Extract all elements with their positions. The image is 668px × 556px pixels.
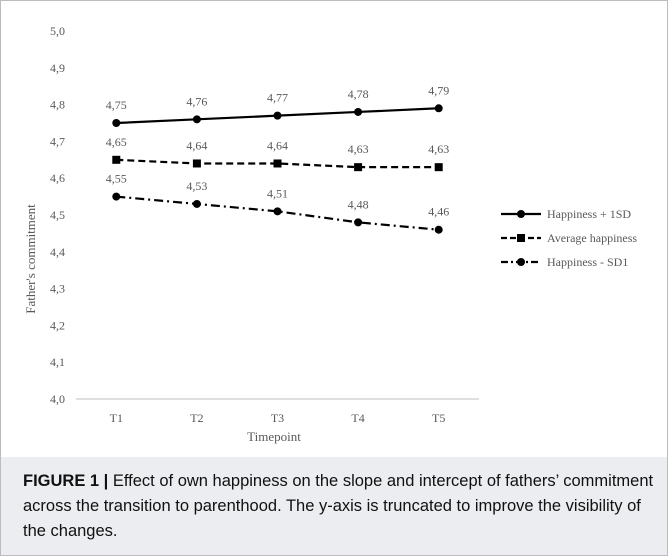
data-point xyxy=(112,119,121,127)
y-tick-label: 4,6 xyxy=(50,171,65,185)
data-point xyxy=(273,111,282,120)
data-point xyxy=(112,155,121,164)
data-label: 4,77 xyxy=(267,91,288,105)
legend-marker xyxy=(517,210,525,218)
data-label: 4,63 xyxy=(348,142,369,156)
y-tick-label: 4,9 xyxy=(50,61,65,75)
data-label: 4,75 xyxy=(106,98,127,112)
y-tick-label: 4,1 xyxy=(50,355,65,369)
data-point xyxy=(112,192,121,201)
legend-marker xyxy=(517,258,525,266)
data-point xyxy=(434,225,443,234)
data-label: 4,51 xyxy=(267,186,288,200)
figure-caption: FIGURE 1 | Effect of own happiness on th… xyxy=(23,469,655,544)
x-axis-label: Timepoint xyxy=(247,429,301,444)
data-label: 4,64 xyxy=(267,138,288,152)
data-label: 4,63 xyxy=(428,142,449,156)
data-point xyxy=(434,104,443,113)
y-tick-label: 5,0 xyxy=(50,24,65,38)
legend: Happiness + 1SD Average happiness Happines… xyxy=(501,207,637,269)
data-point xyxy=(192,159,201,168)
y-tick-label: 4,2 xyxy=(50,318,65,332)
axes: 4,0 4,1 4,2 4,3 4,4 4,5 4,6 4,7 4,8 4,9 5,0 T1 T2 T3 T… xyxy=(50,24,479,425)
caption-label: FIGURE 1 | xyxy=(23,472,109,490)
data-label: 4,65 xyxy=(106,135,127,149)
x-tick-label: T5 xyxy=(432,411,445,425)
caption-box: FIGURE 1 | Effect of own happiness on th… xyxy=(1,457,667,555)
data-point xyxy=(273,159,282,168)
data-point xyxy=(354,163,363,172)
series-line-3 xyxy=(116,195,439,231)
data-point xyxy=(273,207,282,216)
legend-label: Average happiness xyxy=(547,231,637,245)
y-tick-label: 4,7 xyxy=(50,134,65,148)
legend-marker xyxy=(517,234,525,242)
line-chart: 4,0 4,1 4,2 4,3 4,4 4,5 4,6 4,7 4,8 4,9 5,0 T1 T2 T3 T… xyxy=(23,24,637,444)
series-line-2 xyxy=(116,158,439,169)
x-tick-label: T1 xyxy=(110,411,123,425)
y-axis-label: Father's commitment xyxy=(23,204,38,314)
data-label: 4,48 xyxy=(348,197,369,211)
data-label: 4,55 xyxy=(106,172,127,186)
data-label: 4,53 xyxy=(186,179,207,193)
data-point xyxy=(192,115,201,124)
x-tick-label: T4 xyxy=(351,411,364,425)
y-tick-label: 4,8 xyxy=(50,98,65,112)
data-labels: 4,75 4,76 4,77 4,78 4,79 4,65 4,64 4,64 4,63 4,63… xyxy=(106,83,449,218)
data-label: 4,76 xyxy=(186,94,207,108)
caption-text: Effect of own happiness on the slope and… xyxy=(23,472,654,540)
x-tick-label: T3 xyxy=(271,411,284,425)
data-label: 4,78 xyxy=(348,87,369,101)
data-label: 4,64 xyxy=(186,138,207,152)
data-label: 4,79 xyxy=(428,83,449,97)
y-tick-label: 4,3 xyxy=(50,282,65,296)
y-tick-label: 4,0 xyxy=(50,392,65,406)
data-point xyxy=(192,199,201,208)
data-point xyxy=(434,163,443,172)
legend-label: Happiness - SD1 xyxy=(547,255,628,269)
y-tick-label: 4,5 xyxy=(50,208,65,222)
data-label: 4,46 xyxy=(428,205,449,219)
y-tick-label: 4,4 xyxy=(50,245,65,259)
data-point xyxy=(354,107,363,116)
series-lines xyxy=(112,104,443,234)
data-point xyxy=(354,218,363,227)
x-tick-label: T2 xyxy=(190,411,203,425)
legend-label: Happiness + 1SD xyxy=(547,207,631,221)
